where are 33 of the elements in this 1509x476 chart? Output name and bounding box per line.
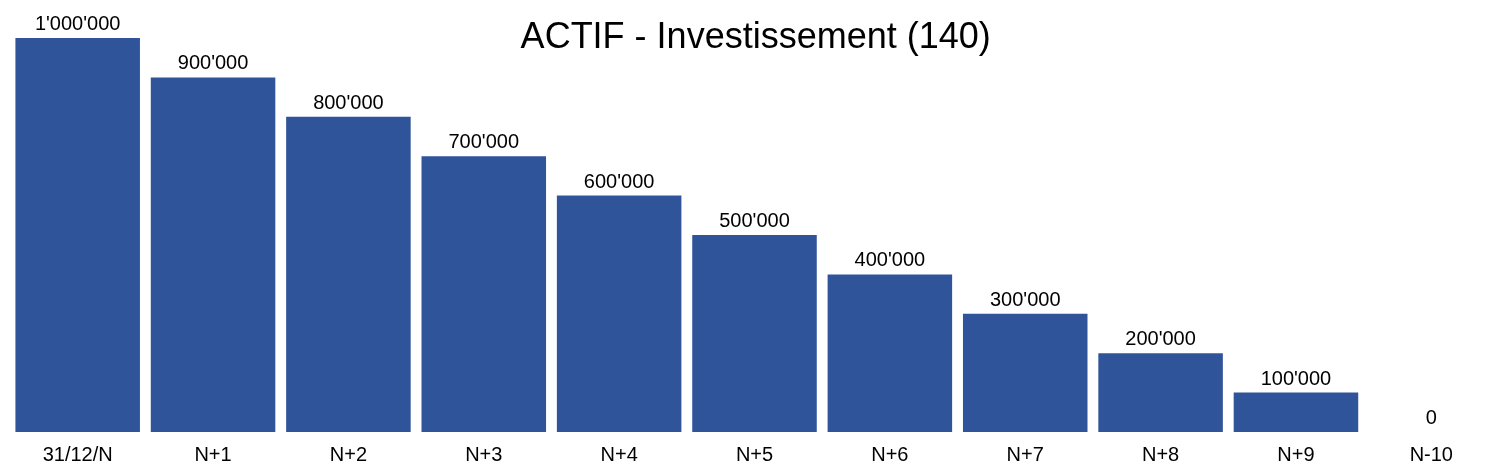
bar: [962, 313, 1088, 432]
x-tick-label: N+8: [1141, 443, 1180, 465]
bar: [1098, 353, 1223, 432]
x-tick-label: N+5: [735, 443, 774, 465]
x-tick-label: N-10: [1409, 443, 1453, 465]
data-label: 200'000: [1125, 327, 1196, 350]
chart-title: ACTIF - Investissement (140): [520, 14, 991, 56]
x-tick-label: N+4: [600, 443, 638, 465]
bar: [692, 235, 817, 432]
x-tick-label: N+7: [1006, 443, 1044, 465]
x-tick-label: N+3: [465, 443, 503, 465]
data-label: 600'000: [583, 169, 655, 192]
data-label: 0: [1425, 406, 1437, 428]
bar: [1233, 392, 1359, 432]
data-label: 700'000: [448, 130, 520, 153]
bar: [421, 156, 547, 432]
bar: [827, 274, 953, 432]
x-tick-label: N+2: [329, 443, 368, 465]
x-tick-label: 31/12/N: [42, 443, 113, 465]
data-label: 800'000: [313, 90, 384, 113]
x-tick-label: N+1: [194, 443, 232, 465]
x-tick-label: N+9: [1277, 443, 1315, 465]
data-label: 1'000'000: [34, 12, 121, 34]
bar: [150, 77, 276, 432]
data-label: 900'000: [177, 51, 249, 74]
data-label: 300'000: [989, 287, 1061, 310]
data-label: 500'000: [719, 209, 790, 231]
bar: [286, 116, 411, 432]
bar: [556, 195, 682, 432]
x-tick-label: N+6: [871, 443, 909, 465]
data-label: 400'000: [854, 248, 926, 271]
bar: [15, 38, 140, 432]
data-label: 100'000: [1260, 366, 1332, 389]
